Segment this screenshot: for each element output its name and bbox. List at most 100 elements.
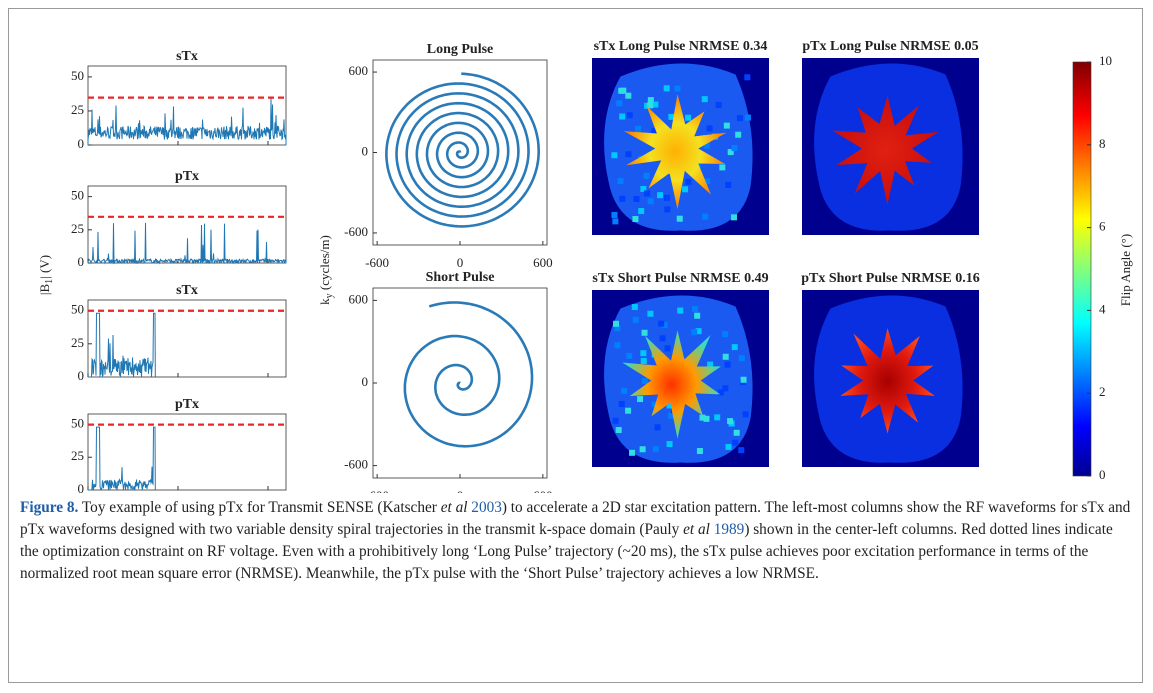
figure: sTx02550pTx02550sTx02550pTx0255001020tim…: [0, 0, 1153, 493]
map-noise: [644, 190, 650, 196]
colorbar-tick-label: 0: [1099, 467, 1106, 482]
y-tick-label: 50: [71, 415, 84, 430]
map-noise: [613, 321, 619, 327]
map-noise: [626, 353, 632, 359]
map-noise: [731, 145, 737, 151]
map-noise: [664, 85, 670, 91]
x-tick-label: 600: [533, 488, 553, 493]
y-tick-label: 50: [71, 68, 84, 83]
map-noise: [640, 446, 646, 452]
map-noise: [616, 427, 622, 433]
x-tick-label: 20: [262, 492, 275, 493]
map-noise: [743, 411, 749, 417]
map-noise: [702, 214, 708, 220]
axis-label-part: (cycles/m): [317, 235, 332, 293]
panel-title: Long Pulse: [427, 42, 494, 57]
map-noise: [665, 345, 671, 351]
x-tick-label: -600: [365, 255, 389, 270]
map-noise: [642, 378, 648, 384]
colorbar-tick-label: 4: [1099, 301, 1106, 316]
map-noise: [745, 115, 751, 121]
map-noise: [727, 418, 733, 424]
map-noise: [667, 441, 673, 447]
panel-title: Short Pulse: [426, 270, 495, 285]
y-tick-label: 50: [71, 188, 84, 203]
axis-label: |B1| (V): [37, 255, 55, 295]
colorbar-tick-label: 2: [1099, 384, 1106, 399]
citation[interactable]: 1989: [714, 521, 745, 538]
panel-title: sTx: [176, 283, 198, 298]
map-noise: [734, 430, 740, 436]
map-noise: [613, 418, 619, 424]
map-noise: [744, 74, 750, 80]
spiral-trajectory: [405, 303, 532, 447]
x-tick-label: 0: [457, 488, 464, 493]
waveform: [88, 313, 155, 377]
map-noise: [677, 308, 683, 314]
y-tick-label: 25: [71, 221, 84, 236]
x-tick-label: 0: [457, 255, 464, 270]
map-noise: [627, 112, 633, 118]
map-noise: [640, 350, 646, 356]
map-noise: [735, 132, 741, 138]
panel-title: sTx: [176, 49, 198, 64]
map-noise: [722, 385, 728, 391]
x-tick-label: 0: [85, 492, 92, 493]
map-noise: [724, 123, 730, 129]
map-noise: [615, 342, 621, 348]
map-noise: [739, 355, 745, 361]
colorbar-tick-label: 8: [1099, 136, 1106, 151]
map-noise: [703, 416, 709, 422]
waveform: [88, 427, 155, 490]
y-tick-label: 0: [78, 136, 85, 151]
axis-label-part: |B: [37, 283, 52, 295]
map-noise: [655, 424, 661, 430]
map-noise: [731, 214, 737, 220]
map-noise: [738, 447, 744, 453]
map-noise: [617, 178, 623, 184]
panel-title: pTx: [175, 169, 199, 184]
caption: Figure 8. Toy example of using pTx for T…: [20, 497, 1132, 585]
map-noise: [644, 173, 650, 179]
map-noise: [722, 331, 728, 337]
x-tick-label: -600: [365, 488, 389, 493]
caption-text: et al: [683, 521, 710, 538]
map-noise: [737, 115, 743, 121]
colorbar-tick-label: 6: [1099, 219, 1106, 234]
map-noise: [625, 93, 631, 99]
map-noise: [635, 126, 641, 132]
map-noise: [716, 102, 722, 108]
map-noise: [714, 414, 720, 420]
map-noise: [629, 450, 635, 456]
waveform: [88, 98, 286, 145]
map-noise: [611, 152, 617, 158]
map-noise: [719, 164, 725, 170]
map-noise: [642, 330, 648, 336]
y-tick-label: -600: [344, 457, 368, 472]
map-noise: [641, 358, 647, 364]
map-noise: [732, 440, 738, 446]
map-noise: [725, 182, 731, 188]
caption-label: Figure 8.: [20, 499, 78, 516]
y-tick-label: 0: [78, 481, 85, 493]
citation[interactable]: 2003: [471, 499, 502, 516]
panel-title: sTx Long Pulse NRMSE 0.34: [594, 39, 768, 54]
map-noise: [625, 408, 631, 414]
map-noise: [616, 100, 622, 106]
map-noise: [702, 96, 708, 102]
spiral-trajectory: [386, 74, 538, 227]
map-noise: [697, 448, 703, 454]
colorbar-label: Flip Angle (°): [1118, 234, 1133, 306]
colorbar: [1073, 62, 1091, 476]
map-noise: [674, 86, 680, 92]
y-tick-label: -600: [344, 224, 368, 239]
map-noise: [682, 186, 688, 192]
map-noise: [638, 208, 644, 214]
axis-label-part: | (V): [37, 255, 52, 279]
map-noise: [648, 198, 654, 204]
map-noise: [618, 88, 624, 94]
map-noise: [732, 344, 738, 350]
y-tick-label: 25: [71, 102, 84, 117]
map-noise: [621, 388, 627, 394]
map-noise: [685, 179, 691, 185]
